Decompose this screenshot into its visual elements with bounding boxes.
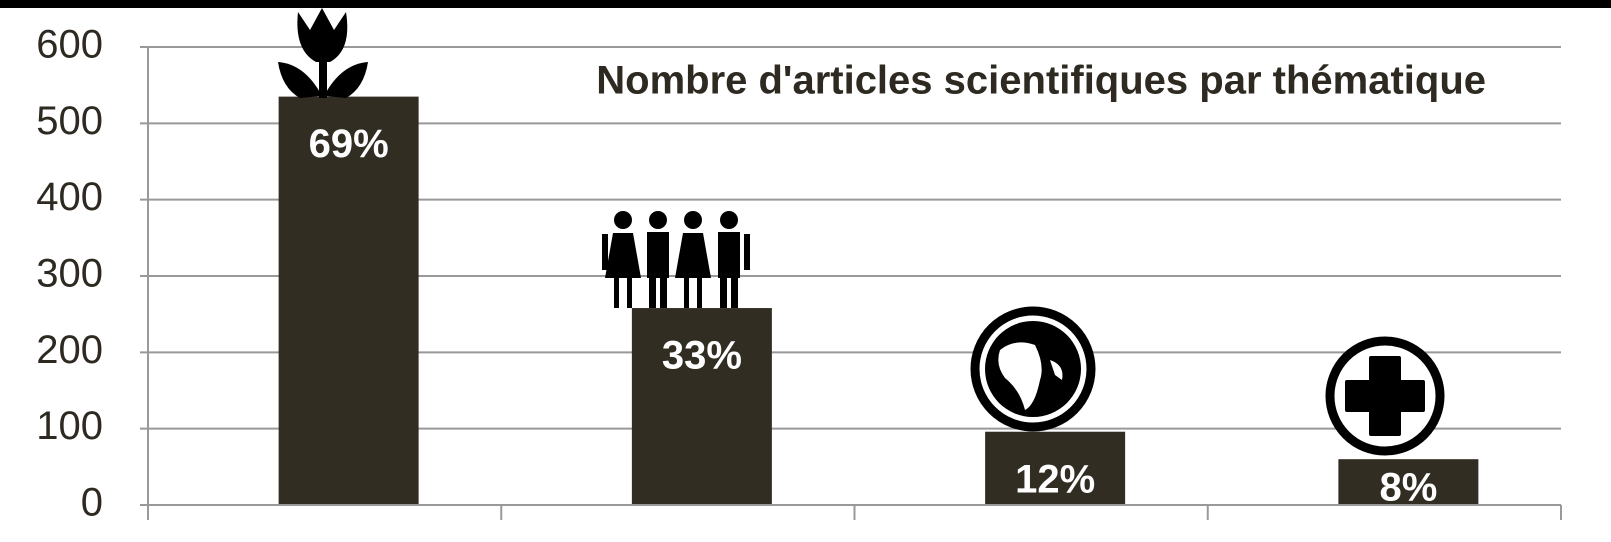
y-tick-label: 600 — [36, 23, 103, 67]
share-label: 33% — [662, 334, 742, 378]
y-tick-label: 0 — [81, 481, 103, 525]
tulip-icon — [278, 8, 368, 98]
bar — [985, 431, 1126, 505]
globe-icon — [970, 306, 1096, 432]
chart-title: Nombre d'articles scientifiques par thém… — [596, 59, 1486, 103]
bar — [1338, 459, 1479, 505]
y-tick-label: 500 — [36, 99, 103, 143]
y-tick-label: 200 — [36, 328, 103, 372]
medical-icon — [1325, 336, 1445, 456]
y-tick-label: 400 — [36, 175, 103, 219]
top-bar — [0, 0, 1611, 8]
share-label: 12% — [1015, 457, 1095, 501]
bar — [278, 96, 419, 505]
icons — [278, 8, 1445, 456]
share-label: 8% — [1379, 466, 1437, 510]
share-label: 69% — [309, 122, 389, 166]
y-tick-label: 300 — [36, 252, 103, 296]
people-icon — [602, 211, 750, 308]
bar — [631, 308, 772, 505]
y-tick-label: 100 — [36, 404, 103, 448]
